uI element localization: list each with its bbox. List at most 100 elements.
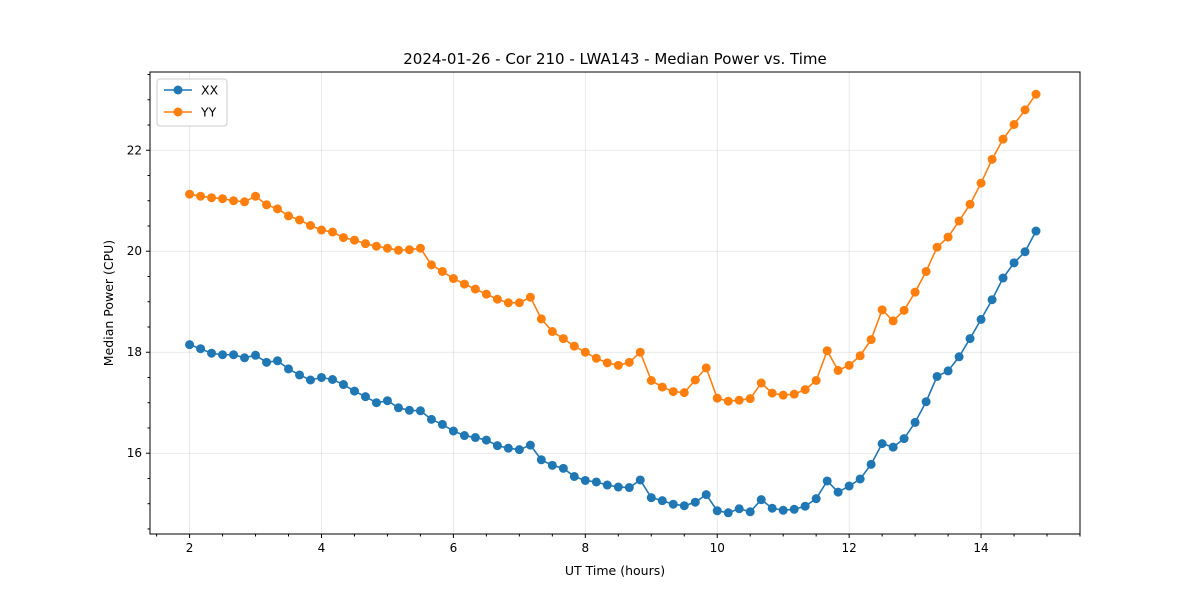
series-xx-point — [932, 371, 942, 381]
y-tick-label: 20 — [127, 244, 142, 258]
series-yy-point — [459, 279, 469, 289]
series-xx-point — [613, 482, 623, 492]
series-yy-line — [189, 93, 1037, 403]
series-xx-point — [437, 419, 447, 429]
series-xx-point — [646, 493, 656, 503]
series-yy-point — [437, 266, 447, 276]
series-xx-point — [470, 433, 480, 443]
series-xx-point — [866, 459, 876, 469]
series-yy-point — [899, 305, 909, 315]
series-xx-point — [690, 497, 700, 507]
series-yy-point — [426, 260, 436, 270]
series-yy-point — [668, 387, 678, 397]
series-xx-point — [998, 273, 1008, 283]
series-yy-point — [371, 241, 381, 251]
series-yy-point — [745, 394, 755, 404]
series-xx-point — [404, 405, 414, 415]
series-xx-line — [189, 230, 1037, 514]
series-xx-point — [558, 463, 568, 473]
series-yy-point — [635, 347, 645, 357]
series-yy-point — [921, 266, 931, 276]
series-yy-point — [800, 385, 810, 395]
series-yy-point — [240, 197, 250, 207]
series-xx-point — [251, 350, 261, 360]
x-tick-label: 4 — [318, 541, 326, 555]
series-xx-point — [295, 370, 305, 380]
series-xx-point — [789, 504, 799, 514]
series-yy-point — [284, 211, 294, 221]
series-yy-point — [448, 274, 458, 284]
series-yy-point — [349, 235, 359, 245]
series-xx-point — [316, 372, 326, 382]
series-xx-point — [756, 495, 766, 505]
series-yy-point — [569, 341, 579, 351]
series-xx-point — [305, 375, 315, 385]
series-xx-point — [602, 480, 612, 490]
series-yy-point — [404, 245, 414, 255]
series-xx-point — [855, 474, 865, 484]
x-tick-label: 2 — [186, 541, 194, 555]
series-xx-point — [503, 443, 513, 453]
series-yy-point — [492, 294, 502, 304]
x-tick-label: 8 — [581, 541, 589, 555]
series-yy-point — [1009, 120, 1019, 130]
series-yy-point — [525, 292, 535, 302]
x-tick-label: 14 — [973, 541, 988, 555]
series-xx-point — [514, 445, 524, 455]
series-xx-point — [844, 481, 854, 491]
series-layer — [185, 89, 1041, 518]
series-xx-point — [393, 403, 403, 413]
series-yy-point — [822, 346, 832, 356]
series-yy-point — [910, 287, 920, 297]
series-xx-point — [1031, 226, 1041, 236]
series-yy-point — [767, 388, 777, 398]
series-xx-point — [459, 431, 469, 441]
series-yy-point — [229, 196, 239, 206]
series-yy-point — [262, 200, 272, 210]
series-xx-point — [328, 375, 337, 384]
series-xx-point — [910, 417, 920, 427]
series-xx-point — [668, 499, 678, 509]
series-yy-point — [558, 334, 568, 344]
series-yy-point — [547, 327, 557, 337]
series-yy-point — [646, 376, 656, 385]
series-xx-point — [448, 426, 458, 436]
series-yy-point — [316, 225, 326, 235]
series-yy — [185, 89, 1041, 406]
series-yy-point — [185, 189, 195, 199]
series-yy-point — [295, 215, 305, 225]
series-yy-point — [613, 360, 623, 370]
series-xx-point — [712, 506, 722, 516]
legend-xx-marker — [173, 85, 183, 95]
series-xx-point — [800, 501, 810, 511]
series-xx-point — [481, 435, 491, 445]
series-yy-point — [756, 378, 766, 388]
series-yy-point — [690, 375, 700, 385]
legend-xx-label: XX — [201, 83, 219, 98]
series-xx — [185, 226, 1041, 518]
legend: XX YY — [156, 78, 228, 127]
series-xx-point — [185, 340, 195, 350]
series-yy-point — [734, 395, 744, 405]
series-xx-point — [338, 380, 348, 390]
x-tick-label: 10 — [710, 541, 725, 555]
series-yy-point — [273, 204, 282, 214]
series-yy-point — [218, 194, 228, 204]
series-xx-point — [371, 398, 381, 408]
series-xx-point — [635, 475, 645, 485]
series-yy-point — [855, 351, 865, 361]
series-xx-point — [899, 434, 909, 444]
series-xx-point — [734, 504, 744, 514]
series-xx-point — [888, 442, 898, 452]
series-yy-point — [965, 199, 975, 209]
series-yy-point — [844, 360, 854, 370]
series-xx-point — [987, 295, 997, 305]
y-tick-label: 16 — [127, 446, 142, 460]
series-yy-point — [580, 347, 590, 357]
series-xx-point — [921, 397, 931, 407]
series-yy-point — [943, 232, 953, 242]
series-yy-point — [591, 353, 601, 363]
series-xx-point — [767, 503, 777, 513]
series-xx-point — [415, 406, 425, 416]
series-yy-point — [976, 178, 986, 188]
